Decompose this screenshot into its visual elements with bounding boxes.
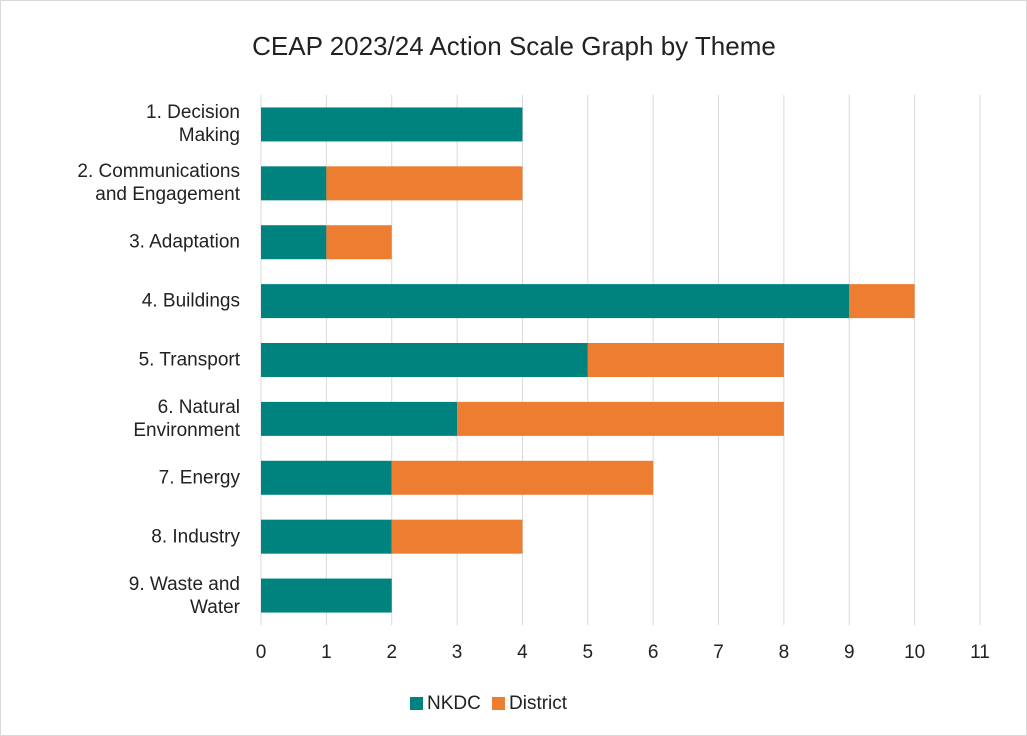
bar-segment bbox=[326, 225, 392, 260]
x-tick-label: 10 bbox=[904, 642, 925, 663]
y-tick-label: 1. Decision Making bbox=[146, 102, 240, 147]
y-tick-label: 8. Industry bbox=[151, 526, 240, 548]
x-tick-label: 6 bbox=[648, 642, 659, 663]
bar-segment bbox=[326, 166, 523, 201]
y-tick-label: 9. Waste and Water bbox=[128, 573, 240, 618]
bar-segment bbox=[261, 225, 327, 260]
y-tick-label: 7. Energy bbox=[158, 467, 240, 489]
x-tick-label: 5 bbox=[583, 642, 594, 663]
x-tick-label: 1 bbox=[321, 642, 332, 663]
bar-segment bbox=[261, 107, 523, 142]
y-tick-label: 5. Transport bbox=[138, 349, 240, 371]
bar-segment bbox=[587, 343, 784, 377]
x-tick-label: 8 bbox=[779, 642, 790, 663]
x-tick-label: 7 bbox=[713, 642, 724, 663]
bar-segment bbox=[849, 284, 915, 319]
bar-segment bbox=[261, 578, 392, 613]
y-tick-label: 2. Communications and Engagement bbox=[77, 161, 240, 206]
bar-segment bbox=[261, 401, 458, 436]
bar-segment bbox=[457, 401, 784, 436]
x-tick-label: 11 bbox=[970, 642, 990, 663]
y-tick-label: 3. Adaptation bbox=[129, 231, 240, 253]
x-tick-label: 9 bbox=[844, 642, 855, 663]
chart-title: CEAP 2023/24 Action Scale Graph by Theme bbox=[252, 31, 776, 61]
legend-label: District bbox=[509, 693, 568, 714]
legend-swatch bbox=[492, 697, 505, 710]
legend-swatch bbox=[410, 697, 423, 710]
x-tick-label: 3 bbox=[452, 642, 463, 663]
x-tick-label: 4 bbox=[517, 642, 528, 663]
bar-segment bbox=[261, 166, 327, 201]
y-tick-label: 4. Buildings bbox=[141, 290, 240, 312]
bar-segment bbox=[261, 519, 392, 554]
bar-segment bbox=[391, 460, 654, 495]
bar-segment bbox=[261, 284, 850, 319]
legend-label: NKDC bbox=[427, 693, 481, 714]
bar-segment bbox=[261, 460, 392, 495]
x-tick-label: 2 bbox=[386, 642, 397, 663]
bar-segment bbox=[391, 519, 523, 554]
y-tick-label: 6. Natural Environment bbox=[133, 396, 240, 441]
bar-segment bbox=[261, 343, 588, 377]
x-tick-label: 0 bbox=[256, 642, 267, 663]
